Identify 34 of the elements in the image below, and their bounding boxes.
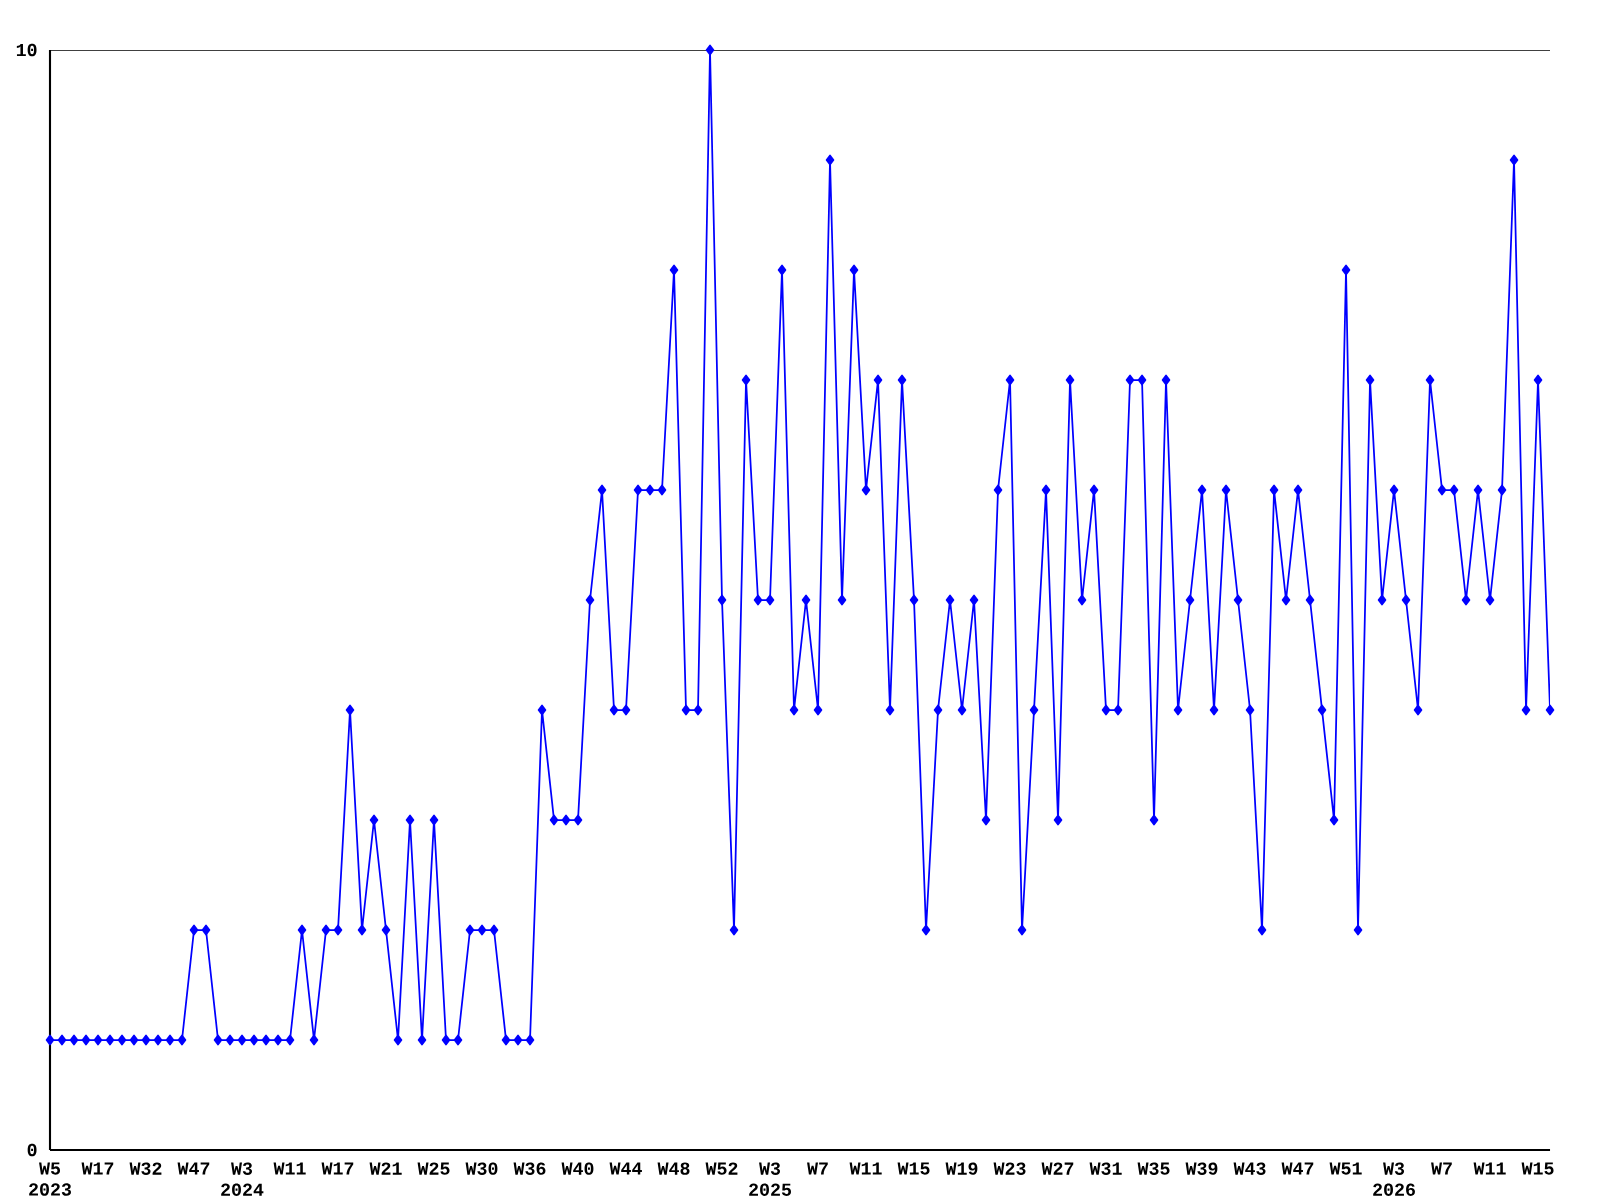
x-tick-label: W17: [321, 1162, 354, 1175]
x-tick-label: W11: [273, 1162, 306, 1175]
x-tick-label: W3 2025: [749, 1162, 792, 1196]
x-tick-label: W27: [1041, 1162, 1074, 1175]
x-tick-label: W3 2024: [221, 1162, 264, 1196]
x-tick-label: W21: [369, 1162, 402, 1175]
x-tick-label: W36: [513, 1162, 546, 1175]
x-tick-label: W48: [657, 1162, 690, 1175]
x-tick-label: W51: [1329, 1162, 1362, 1175]
x-tick-label: W31: [1089, 1162, 1122, 1175]
x-tick-label: W40: [561, 1162, 594, 1175]
x-tick-label: W19: [945, 1162, 978, 1175]
x-tick-label: W7: [1431, 1162, 1452, 1175]
x-tick-label: W5 2023: [29, 1162, 71, 1196]
x-tick-label: W43: [1233, 1162, 1266, 1175]
x-tick-label: W47: [1281, 1162, 1314, 1175]
x-tick-label: W3 2026: [1373, 1162, 1415, 1196]
x-tick-label: W23: [993, 1162, 1026, 1175]
y-tick-label: 0: [27, 1143, 37, 1157]
x-tick-label: W15: [897, 1162, 930, 1175]
x-tick-label: W7: [807, 1162, 828, 1175]
x-tick-label: W32: [129, 1162, 162, 1175]
x-tick-label: W25: [417, 1162, 450, 1175]
x-tick-label: W11: [1473, 1162, 1506, 1175]
x-tick-label: W44: [609, 1162, 642, 1175]
x-tick-label: W15: [1521, 1162, 1554, 1175]
x-tick-label: W39: [1185, 1162, 1218, 1175]
x-tick-label: W52: [705, 1162, 738, 1175]
x-tick-label: W17: [81, 1162, 114, 1175]
x-tick-label: W35: [1137, 1162, 1170, 1175]
x-tick-label: W47: [177, 1162, 210, 1175]
y-tick-label: 10: [16, 43, 37, 57]
x-tick-label: W30: [465, 1162, 498, 1175]
x-tick-label: W11: [849, 1162, 882, 1175]
